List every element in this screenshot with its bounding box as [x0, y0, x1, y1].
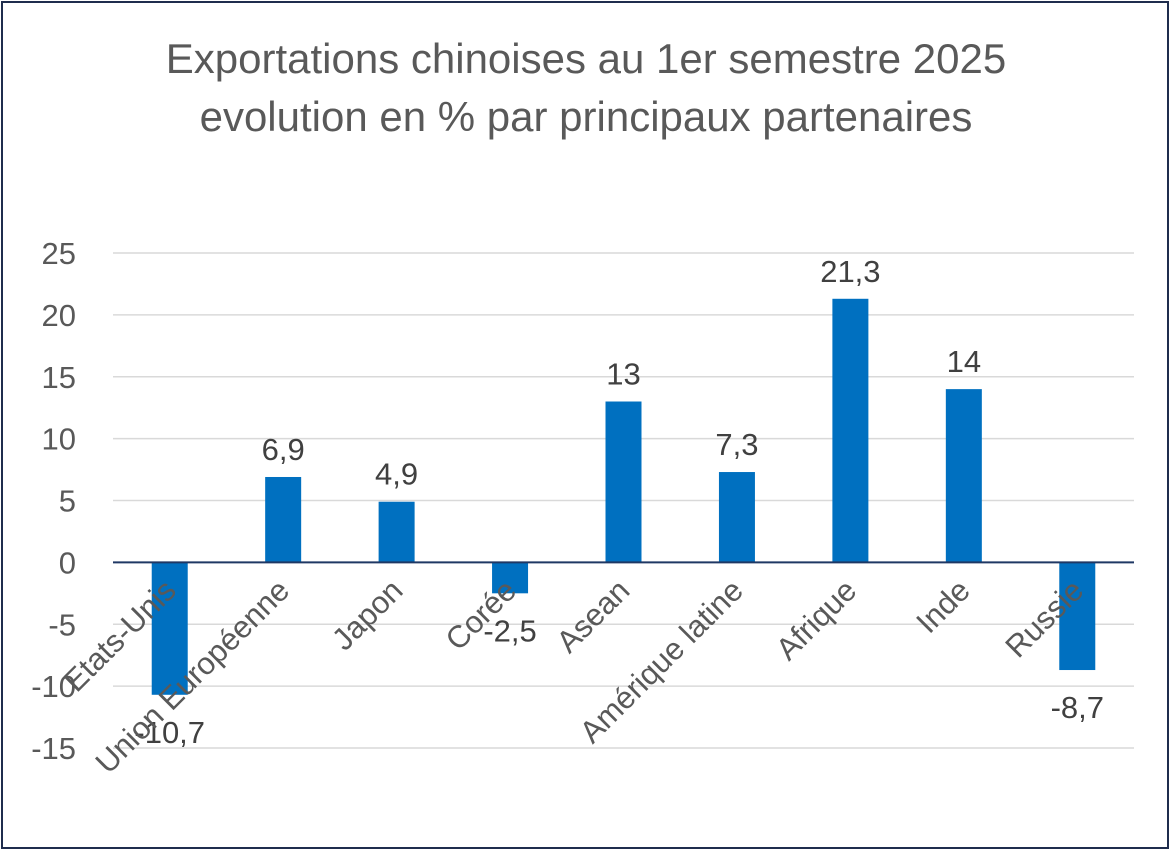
bar	[1059, 562, 1096, 671]
data-label: 21,3	[820, 254, 880, 289]
y-tick-label: 25	[42, 236, 76, 271]
bars	[151, 298, 1096, 695]
y-tick-label: 10	[42, 422, 76, 457]
data-label: -8,7	[1051, 690, 1104, 725]
y-tick-label: -5	[48, 607, 76, 642]
y-axis-ticks: 25 20 15 10 5 0 -5 -10 -15	[31, 236, 76, 766]
category-label: Inde	[909, 573, 976, 640]
bar	[718, 472, 755, 563]
bar	[265, 476, 302, 563]
bar	[832, 298, 869, 563]
category-label: Japon	[325, 573, 409, 657]
data-label: 4,9	[375, 457, 418, 492]
bar	[492, 562, 529, 594]
data-label: 6,9	[262, 432, 305, 467]
bar	[605, 401, 642, 563]
y-tick-label: 0	[59, 545, 76, 580]
chart-title: Exportations chinoises au 1er semestre 2…	[165, 35, 1007, 140]
y-tick-label: 15	[42, 360, 76, 395]
bar	[151, 562, 188, 695]
y-tick-label: 5	[59, 484, 76, 519]
category-label: Afrique	[769, 573, 863, 667]
bar	[378, 501, 415, 563]
data-label: 7,3	[715, 427, 758, 462]
data-label: 14	[947, 344, 981, 379]
data-labels: -10,7 6,9 4,9 -2,5 13 7,3 21,3 14 -8,7	[134, 254, 1104, 750]
y-tick-label: -10	[31, 669, 76, 704]
data-label: 13	[606, 357, 640, 392]
bar	[945, 389, 982, 563]
category-label: Asean	[550, 573, 637, 660]
data-label: -2,5	[483, 613, 536, 648]
y-tick-label: -15	[31, 731, 76, 766]
data-label: -10,7	[134, 715, 205, 750]
y-tick-label: 20	[42, 298, 76, 333]
